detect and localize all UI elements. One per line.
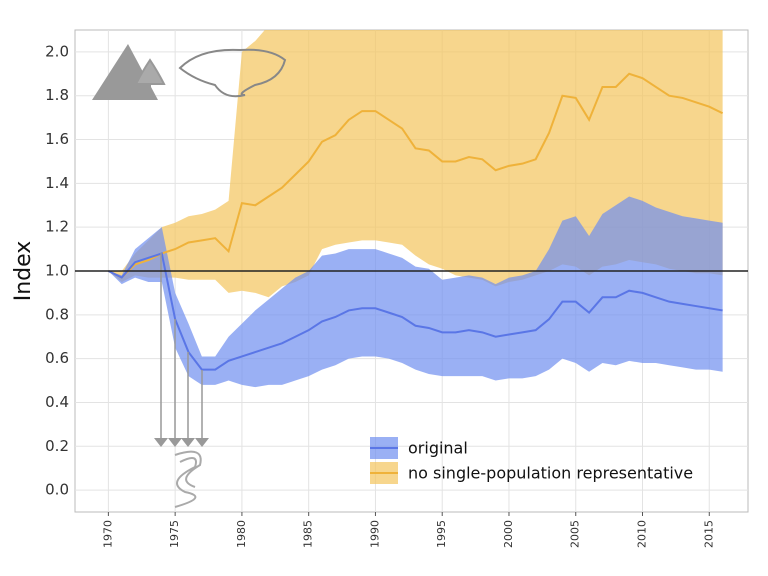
x-tick-label: 2005 xyxy=(569,520,582,548)
y-tick-label: 1.0 xyxy=(45,262,69,280)
x-tick-label: 1975 xyxy=(168,520,181,548)
line xyxy=(107,252,723,371)
y-tick-label: 0.2 xyxy=(45,437,69,455)
x-tick-label: 1995 xyxy=(435,520,448,548)
ribbon xyxy=(108,196,723,388)
icons xyxy=(92,44,287,508)
y-tick-label: 1.8 xyxy=(45,86,69,104)
y-tick-label: 1.4 xyxy=(45,174,69,192)
y-tick-label: 0.0 xyxy=(45,481,69,499)
arrows xyxy=(154,253,209,447)
x-tick-label: 2010 xyxy=(636,520,649,548)
legend-label: no single-population representative xyxy=(408,464,693,483)
line xyxy=(107,72,724,279)
x-tick-label: 1990 xyxy=(368,520,381,548)
legend: original no single-population representat… xyxy=(370,437,693,484)
x-tick-label: 1985 xyxy=(302,520,315,548)
y-tick-label: 0.4 xyxy=(45,393,69,411)
x-tick-label: 1980 xyxy=(235,520,248,548)
y-tick-label: 0.8 xyxy=(45,305,69,323)
y-axis-title: Index xyxy=(11,241,36,302)
y-tick-label: 1.6 xyxy=(45,130,69,148)
y-tick-label: 1.2 xyxy=(45,218,69,236)
lines xyxy=(107,72,724,371)
x-tick-label: 2015 xyxy=(702,520,715,548)
y-tick-label: 2.0 xyxy=(45,42,69,60)
y-tick-label: 0.6 xyxy=(45,349,69,367)
x-tick-label: 1970 xyxy=(101,520,114,548)
x-tick-label: 2000 xyxy=(502,520,515,548)
legend-label: original xyxy=(408,439,468,458)
